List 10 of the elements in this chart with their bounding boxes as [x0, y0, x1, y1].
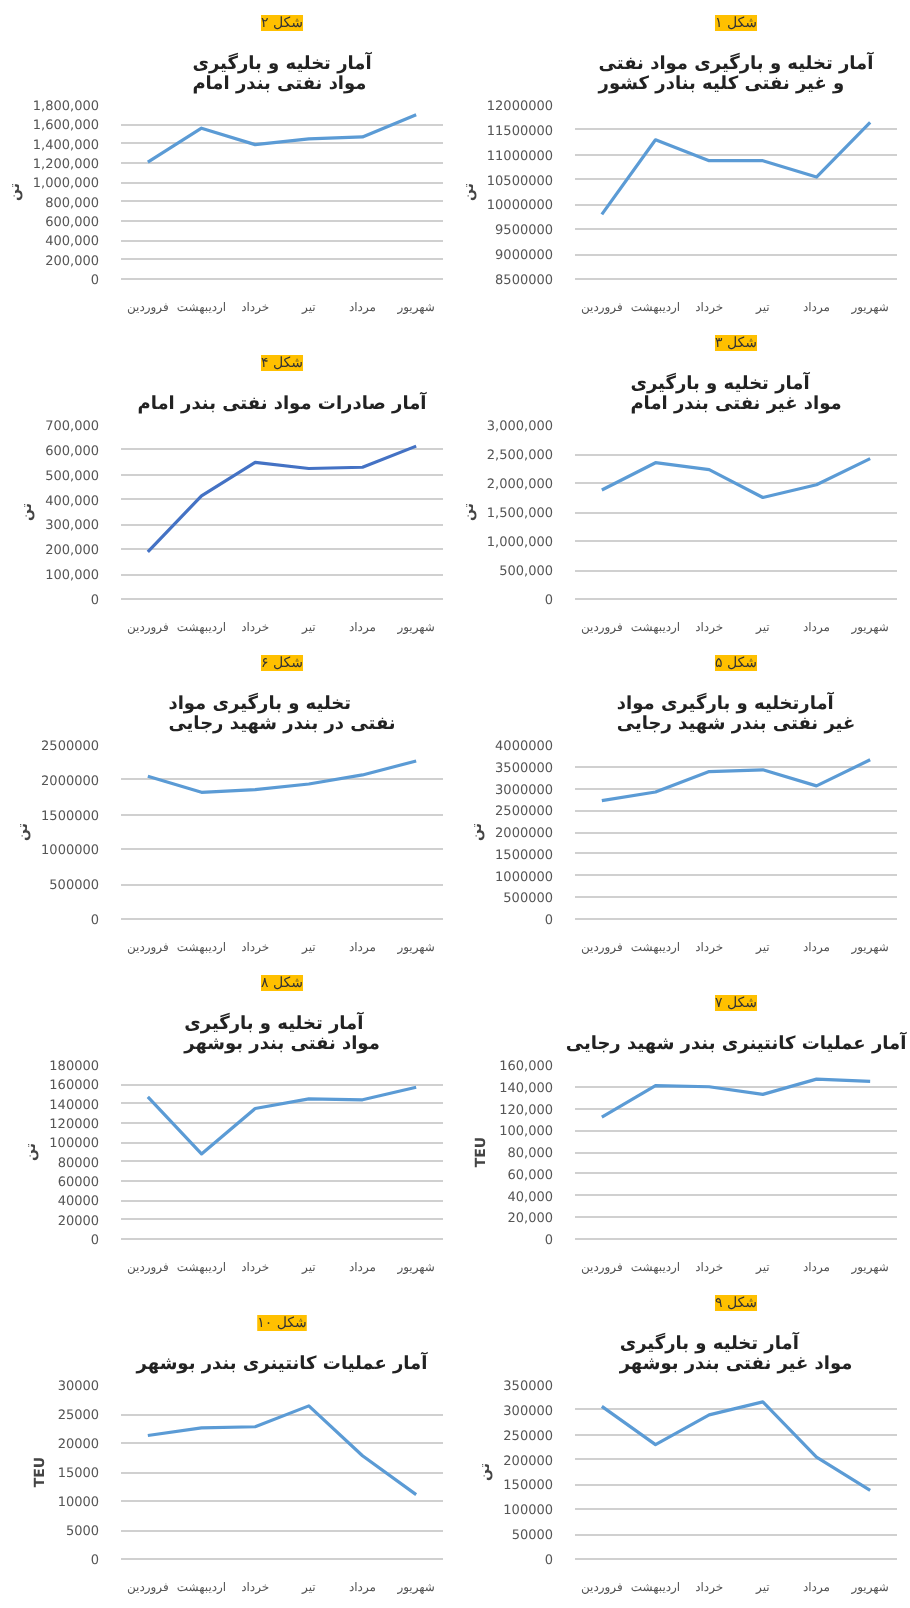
chart-title: آمار صادرات مواد نفتی بندر امام — [137, 391, 429, 415]
chart-title: آمار تخلیه و بارگیری مواد نفتی بندر امام — [192, 51, 374, 95]
chart-title: آمار تخلیه و بارگیری مواد نفتی بندر بوشهر — [182, 1011, 380, 1055]
chart-title: آمارتخلیه و بارگیری مواد غیر نفتی بندر شهید رجایی — [616, 691, 856, 735]
chart-title: آمار تخلیه و بارگیری مواد غیر نفتی بندر بوشهر — [617, 1331, 853, 1375]
chart-title: آمار عملیات کانتینری بندر شهید رجایی — [565, 1031, 909, 1055]
chart-title: تخلیه و بارگیری مواد نفتی در بندر شهید رجایی — [168, 691, 396, 735]
chart-title: آمار عملیات کانتینری بندر بوشهر — [134, 1351, 430, 1375]
chart-title: آمار تخلیه و بارگیری مواد نفتی و غیر نفتی کلیه بنادر کشور — [596, 51, 876, 95]
chart-title: آمار تخلیه و بارگیری مواد غیر نفتی بندر امام — [630, 371, 842, 415]
